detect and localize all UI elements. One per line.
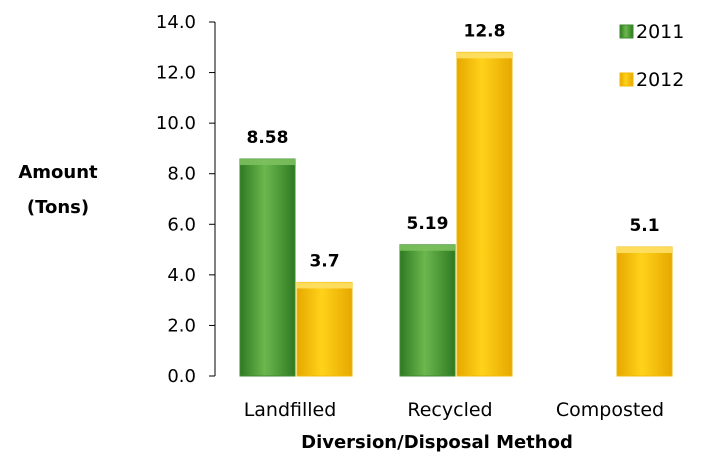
- x-category-label: Landfilled: [244, 399, 337, 421]
- category-labels: Landfilled Recycled Composted: [244, 399, 664, 421]
- y-tick-label: 10.0: [156, 113, 196, 134]
- x-axis-title: Diversion/Disposal Method: [301, 432, 573, 453]
- data-label: 5.19: [407, 214, 449, 234]
- y-tick-label: 6.0: [167, 214, 196, 235]
- data-label: 8.58: [247, 128, 289, 148]
- legend-swatch-2012: [619, 72, 634, 87]
- legend-swatch-2011: [619, 24, 634, 39]
- y-tick-label: 0.0: [167, 366, 196, 387]
- data-label: 3.7: [309, 251, 339, 271]
- x-category-label: Recycled: [407, 399, 492, 421]
- bar-top-highlight: [400, 244, 455, 251]
- y-tick-label: 4.0: [167, 265, 196, 286]
- y-axis-title-line-2: (Tons): [27, 197, 89, 218]
- x-category-label: Composted: [556, 399, 664, 421]
- y-tick-label: 8.0: [167, 164, 196, 185]
- bar-top-highlight: [457, 52, 512, 59]
- bars: 8.58 3.7 5.19 12.8 5.1: [239, 21, 673, 377]
- bar-composted-2012: [616, 246, 673, 377]
- bar-top-highlight: [297, 282, 352, 289]
- y-axis-title: Amount (Tons): [18, 162, 98, 218]
- y-axis-title-line-1: Amount: [18, 162, 98, 183]
- bar-landfilled-2012: [296, 281, 353, 377]
- data-label: 5.1: [629, 216, 659, 236]
- y-tick-label: 2.0: [167, 315, 196, 336]
- bar-recycled-2012: [456, 51, 513, 377]
- legend: 2011 2012: [619, 21, 684, 91]
- legend-label-2012: 2012: [636, 69, 684, 91]
- legend-label-2011: 2011: [636, 21, 684, 43]
- y-axis-ticks: 0.0 2.0 4.0 6.0 8.0 10.0 12.0 14.0: [156, 12, 215, 387]
- bar-recycled-2011: [399, 244, 456, 377]
- bar-top-highlight: [617, 247, 672, 254]
- bar-top-highlight: [240, 159, 295, 166]
- y-tick-label: 14.0: [156, 12, 196, 33]
- bar-landfilled-2011: [239, 158, 296, 377]
- y-tick-label: 12.0: [156, 63, 196, 84]
- data-label: 12.8: [464, 21, 506, 41]
